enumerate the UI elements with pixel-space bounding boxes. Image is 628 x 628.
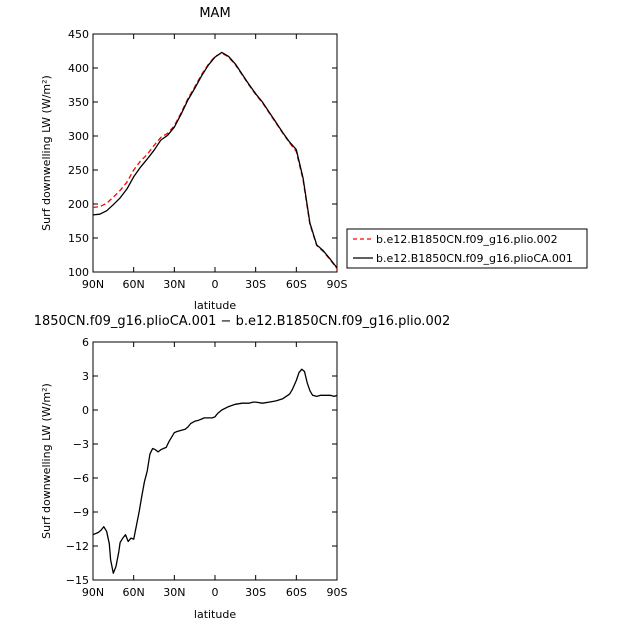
x-tick-label: 60N <box>123 278 145 291</box>
y-tick-label: 400 <box>68 62 89 75</box>
bottom-chart-ylabel: Surf downwelling LW (W/m²) <box>40 383 53 539</box>
x-tick-label: 60S <box>286 278 307 291</box>
bottom-chart: 1850CN.f09_g16.plioCA.001 − b.e12.B1850C… <box>34 314 451 621</box>
y-tick-label: −6 <box>73 472 89 485</box>
x-tick-label: 60N <box>123 586 145 599</box>
legend: b.e12.B1850CN.f09_g16.plio.002 b.e12.B18… <box>346 228 588 269</box>
top-chart-title: MAM <box>199 6 230 21</box>
top-chart-series <box>92 51 338 269</box>
series-line-0 <box>92 368 338 574</box>
y-tick-label: 6 <box>82 336 89 349</box>
x-tick-label: 0 <box>212 586 219 599</box>
y-tick-label: 200 <box>68 198 89 211</box>
legend-box <box>346 228 588 269</box>
y-tick-label: 250 <box>68 164 89 177</box>
top-chart-xlabel: latitude <box>194 299 236 312</box>
x-tick-label: 90N <box>82 278 104 291</box>
series-line-0 <box>92 52 338 269</box>
y-tick-label: −9 <box>73 506 89 519</box>
y-tick-label: −15 <box>66 574 89 587</box>
x-tick-label: 30S <box>245 278 266 291</box>
bottom-chart-xlabel: latitude <box>194 608 236 621</box>
bottom-chart-title: 1850CN.f09_g16.plioCA.001 − b.e12.B1850C… <box>34 314 451 329</box>
x-tick-label: 60S <box>286 586 307 599</box>
bottom-chart-axes: 90N 60N 30N 0 30S 60S 90S −15 −12 −9 −6 −3 0 3 6 <box>66 336 348 599</box>
y-tick-label: 450 <box>68 28 89 41</box>
y-tick-label: 300 <box>68 130 89 143</box>
legend-label-plioca: b.e12.B1850CN.f09_g16.plioCA.001 <box>376 252 573 265</box>
series-line-1 <box>92 51 338 269</box>
y-tick-label: 3 <box>82 370 89 383</box>
y-tick-label: 0 <box>82 404 89 417</box>
top-chart: MAM 90N 60N 30N 0 30S 60S 90S 100 150 200 250 300 35… <box>40 6 588 312</box>
top-chart-ylabel: Surf downwelling LW (W/m²) <box>40 75 53 231</box>
x-tick-label: 90S <box>327 278 348 291</box>
bottom-chart-plot-frame <box>92 341 338 581</box>
x-tick-label: 90N <box>82 586 104 599</box>
legend-label-plio: b.e12.B1850CN.f09_g16.plio.002 <box>376 233 558 246</box>
y-tick-label: −3 <box>73 438 89 451</box>
x-tick-label: 0 <box>212 278 219 291</box>
y-tick-label: 150 <box>68 232 89 245</box>
top-chart-plot-frame <box>92 33 338 273</box>
y-tick-label: −12 <box>66 540 89 553</box>
x-tick-label: 30S <box>245 586 266 599</box>
top-chart-axes: 90N 60N 30N 0 30S 60S 90S 100 150 200 250 300 350 400… <box>68 28 348 291</box>
y-tick-label: 100 <box>68 266 89 279</box>
x-tick-label: 30N <box>163 586 185 599</box>
y-tick-label: 350 <box>68 96 89 109</box>
x-tick-label: 90S <box>327 586 348 599</box>
x-tick-label: 30N <box>163 278 185 291</box>
bottom-chart-series <box>92 368 338 574</box>
